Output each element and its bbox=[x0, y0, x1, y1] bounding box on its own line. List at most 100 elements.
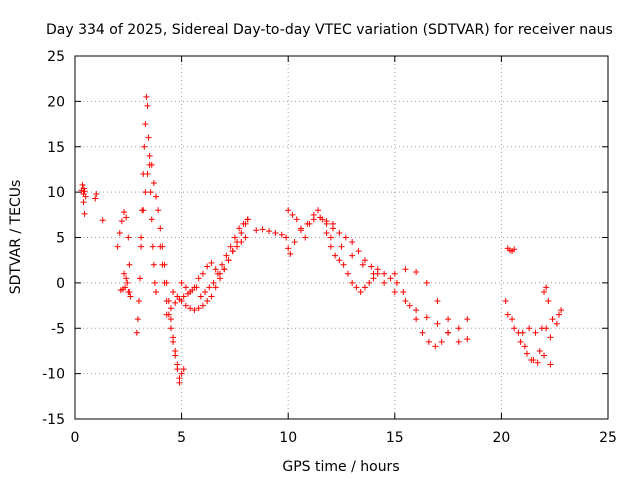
data-point bbox=[157, 225, 164, 232]
data-point bbox=[219, 261, 226, 268]
data-point bbox=[126, 288, 133, 295]
data-point bbox=[180, 293, 187, 300]
data-point bbox=[558, 307, 565, 314]
data-point bbox=[223, 252, 230, 259]
data-point bbox=[174, 361, 181, 368]
data-point bbox=[195, 275, 202, 282]
data-point bbox=[208, 293, 215, 300]
data-point bbox=[146, 152, 153, 159]
data-point bbox=[187, 288, 194, 295]
data-point bbox=[349, 252, 356, 259]
data-point bbox=[289, 211, 296, 218]
data-point bbox=[547, 334, 554, 341]
data-point bbox=[425, 338, 432, 345]
data-point bbox=[532, 329, 539, 336]
data-point bbox=[502, 298, 509, 305]
data-point bbox=[366, 279, 373, 286]
data-point bbox=[150, 261, 157, 268]
data-point bbox=[170, 338, 177, 345]
data-point bbox=[253, 227, 260, 234]
data-point bbox=[541, 352, 548, 359]
data-point bbox=[143, 93, 150, 100]
data-point bbox=[155, 207, 162, 214]
data-point bbox=[355, 248, 362, 255]
y-tick-label: 5 bbox=[56, 231, 65, 247]
data-point bbox=[361, 257, 368, 264]
data-point bbox=[338, 243, 345, 250]
data-point bbox=[81, 188, 88, 195]
data-point bbox=[329, 225, 336, 232]
data-point bbox=[82, 193, 89, 200]
data-point bbox=[534, 359, 541, 366]
data-point bbox=[291, 239, 298, 246]
data-point bbox=[178, 370, 185, 377]
x-tick-label: 15 bbox=[386, 430, 404, 446]
data-point bbox=[400, 288, 407, 295]
data-point bbox=[285, 207, 292, 214]
x-tick-label: 5 bbox=[177, 430, 186, 446]
y-tick-label: 20 bbox=[47, 94, 65, 110]
data-point bbox=[266, 228, 273, 235]
x-tick-label: 10 bbox=[279, 430, 297, 446]
data-point bbox=[536, 347, 543, 354]
data-point bbox=[170, 288, 177, 295]
grid-lines bbox=[75, 56, 608, 419]
data-point bbox=[212, 284, 219, 291]
data-point bbox=[159, 261, 166, 268]
data-point bbox=[123, 214, 130, 221]
data-point bbox=[464, 336, 471, 343]
data-point bbox=[323, 220, 330, 227]
data-point bbox=[319, 216, 326, 223]
data-point bbox=[157, 243, 164, 250]
data-point bbox=[81, 210, 88, 217]
data-point bbox=[406, 302, 413, 309]
data-point bbox=[310, 211, 317, 218]
data-point bbox=[153, 193, 160, 200]
data-point bbox=[204, 263, 211, 270]
x-tick-label: 0 bbox=[71, 430, 80, 446]
data-point bbox=[123, 275, 130, 282]
data-point bbox=[455, 338, 462, 345]
data-point bbox=[342, 234, 349, 241]
data-point bbox=[234, 239, 241, 246]
data-point bbox=[285, 245, 292, 252]
data-point bbox=[327, 243, 334, 250]
data-point bbox=[445, 316, 452, 323]
axis-ticks: 0 5 10 15 20 25 -15 -10 -5 0 5 10 15 20 25 bbox=[42, 49, 617, 446]
data-point bbox=[138, 243, 145, 250]
data-point bbox=[349, 279, 356, 286]
data-point bbox=[543, 284, 550, 291]
data-point bbox=[381, 270, 388, 277]
data-point bbox=[135, 298, 142, 305]
y-tick-label: -15 bbox=[42, 412, 65, 428]
data-point bbox=[413, 307, 420, 314]
y-tick-label: -5 bbox=[51, 321, 65, 337]
data-point bbox=[504, 311, 511, 318]
data-point bbox=[511, 325, 518, 332]
data-point bbox=[212, 266, 219, 273]
data-point bbox=[153, 288, 160, 295]
data-point bbox=[555, 311, 562, 318]
data-point bbox=[455, 325, 462, 332]
data-point bbox=[199, 302, 206, 309]
data-point bbox=[141, 143, 148, 150]
y-tick-label: -10 bbox=[42, 367, 65, 383]
data-point bbox=[438, 338, 445, 345]
data-point bbox=[370, 270, 377, 277]
data-point bbox=[353, 284, 360, 291]
data-point bbox=[517, 338, 524, 345]
x-tick-label: 25 bbox=[599, 430, 617, 446]
data-point bbox=[178, 298, 185, 305]
y-tick-label: 10 bbox=[47, 185, 65, 201]
data-point bbox=[526, 325, 533, 332]
chart-title: Day 334 of 2025, Sidereal Day-to-day VTE… bbox=[46, 22, 613, 38]
data-point bbox=[227, 243, 234, 250]
data-point bbox=[121, 209, 128, 216]
data-point bbox=[150, 180, 157, 187]
data-point bbox=[92, 195, 99, 202]
data-point bbox=[149, 243, 156, 250]
data-point bbox=[519, 329, 526, 336]
x-tick-label: 20 bbox=[492, 430, 510, 446]
data-point bbox=[133, 329, 140, 336]
data-point bbox=[359, 261, 366, 268]
